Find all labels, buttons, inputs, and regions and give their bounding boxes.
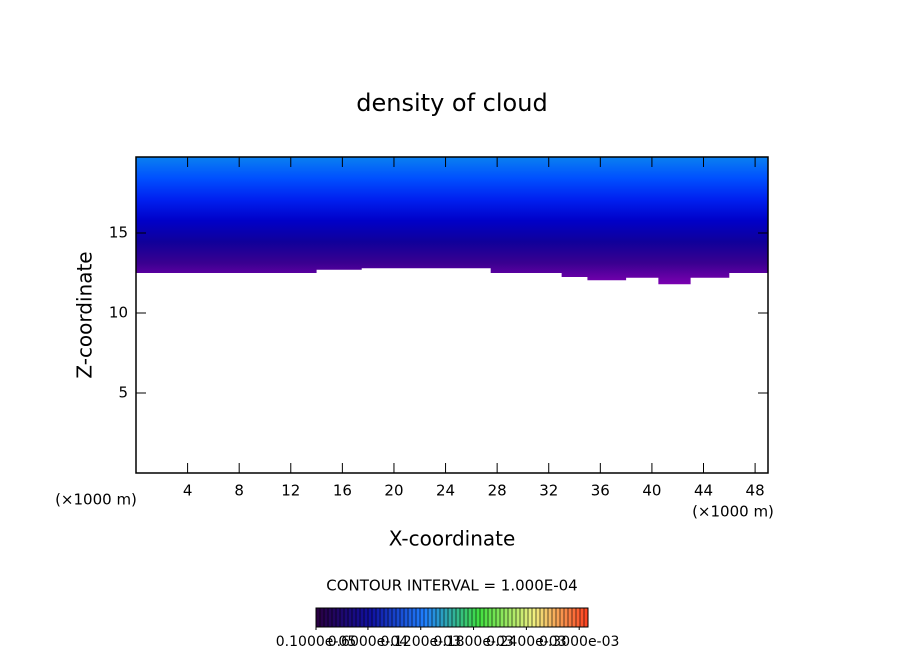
- x-unit: (×1000 m): [55, 491, 137, 509]
- x-tick-label: 20: [384, 482, 403, 500]
- colorbar-label: 0.1800e-03: [433, 634, 513, 650]
- annotation: CONTOUR INTERVAL = 1.000E-04: [326, 577, 577, 595]
- x-tick-label: 40: [642, 482, 661, 500]
- x-tick-label: 12: [281, 482, 300, 500]
- x-axis-label: X-coordinate: [389, 527, 516, 551]
- x-tick-label: 16: [333, 482, 352, 500]
- x-tick-label: 28: [488, 482, 507, 500]
- y-tick-label: 15: [109, 224, 128, 242]
- x-tick-label: 4: [183, 482, 193, 500]
- y-axis-label: Z-coordinate: [73, 251, 97, 378]
- colorbar-label: 0.1200e-03: [381, 634, 461, 650]
- chart-title: density of cloud: [356, 89, 547, 117]
- x-tick-label: 24: [436, 482, 455, 500]
- y-tick-label: 5: [118, 384, 128, 402]
- plot-frame: [135, 156, 769, 474]
- colorbar-label: 0.6000e-04: [328, 634, 409, 650]
- y-tick-label: 10: [109, 304, 128, 322]
- x-tick-label: 8: [234, 482, 244, 500]
- x-tick-label: 32: [539, 482, 558, 500]
- x-unit: (×1000 m): [692, 503, 774, 521]
- colorbar-label: 0.3000e-03: [539, 634, 619, 650]
- cloud-field: [136, 157, 768, 285]
- x-tick-label: 48: [746, 482, 765, 500]
- colorbar-label: 0.1000e-05: [276, 634, 356, 650]
- colorbar-label: 0.2400e-03: [486, 634, 566, 650]
- x-tick-label: 44: [694, 482, 713, 500]
- x-tick-label: 36: [591, 482, 610, 500]
